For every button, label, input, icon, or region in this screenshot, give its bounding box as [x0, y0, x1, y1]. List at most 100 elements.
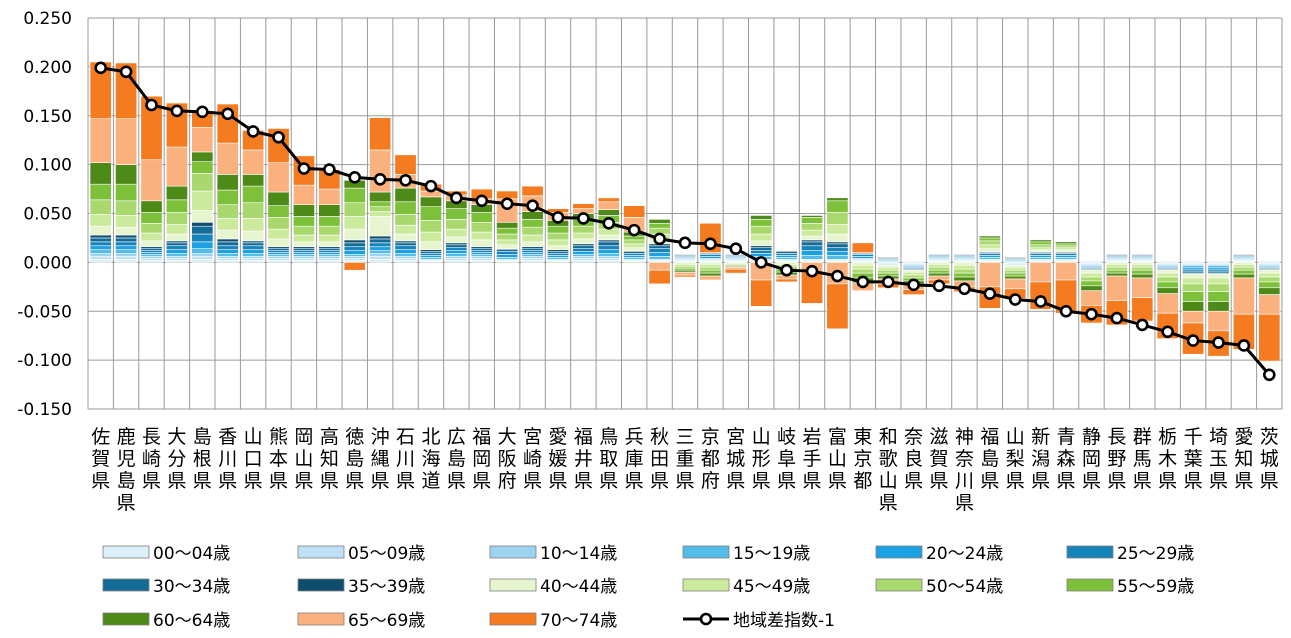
bar-segment [115, 259, 138, 263]
legend-swatch [102, 545, 150, 559]
legend-item: 65〜69歳 [297, 611, 425, 631]
bar-segment [572, 225, 595, 234]
bar-segment [623, 247, 646, 251]
bar-segment [165, 212, 188, 225]
bar-segment [318, 234, 341, 243]
bar-segment [394, 242, 417, 247]
line-point [805, 264, 819, 278]
bar-segment [191, 233, 214, 243]
bar-segment [1105, 266, 1128, 271]
bar-segment [318, 216, 341, 227]
bar-segment [343, 202, 366, 217]
bar-segment [1207, 310, 1230, 332]
bar-segment [292, 234, 315, 243]
bar-segment [1004, 266, 1027, 271]
bar-segment [699, 266, 722, 271]
x-tick-label: 大阪府 [498, 426, 517, 492]
bar-segment [343, 246, 366, 251]
bar-segment [1080, 285, 1103, 292]
bar-segment [369, 201, 392, 207]
y-tick-label: 0.000 [23, 253, 72, 273]
x-tick-label: 群馬県 [1133, 426, 1152, 492]
bar-segment [191, 241, 214, 249]
legend-item: 55〜59歳 [1066, 577, 1194, 597]
bar-segment [851, 268, 874, 274]
bar-segment [369, 191, 392, 203]
bar-segment [1156, 293, 1179, 314]
bar-segment [1080, 280, 1103, 287]
bar-segment [115, 226, 138, 236]
bar-segment [953, 268, 976, 274]
bar-segment [140, 212, 163, 224]
bar-segment [572, 245, 595, 249]
bar-segment [140, 240, 163, 248]
bar-segment [369, 216, 392, 237]
bar-segment [165, 223, 188, 235]
bar-segment [674, 271, 696, 276]
bar-segment [699, 275, 722, 281]
bar-segment [1156, 269, 1179, 274]
legend-swatch [1066, 578, 1114, 592]
bar-segment [978, 240, 1001, 246]
bar-segment [140, 95, 163, 161]
line-point [424, 179, 438, 193]
bar-segment [877, 257, 900, 259]
bar-segment [902, 271, 925, 276]
x-tick-label: 宮城県 [726, 426, 745, 492]
bar-segment [369, 206, 392, 212]
y-tick-label: -0.100 [17, 351, 72, 371]
bar-segment [89, 241, 112, 247]
bar-segment [775, 250, 798, 252]
bar-segment [1258, 287, 1281, 295]
bar-segment [267, 228, 290, 240]
bar-segment [877, 269, 900, 274]
line-point [831, 269, 844, 283]
x-tick-label: 沖縄県 [371, 426, 390, 492]
bar-segment [394, 249, 417, 254]
line-point [373, 172, 387, 186]
bar-segment [521, 211, 544, 220]
legend-swatch [875, 578, 923, 592]
bar-segment [597, 197, 620, 203]
bar-segment [928, 272, 951, 277]
bar-segment [191, 256, 214, 260]
bar-segment [623, 239, 646, 245]
bar-segment [953, 262, 976, 266]
bar-segment [826, 212, 849, 225]
bar-segment [572, 238, 595, 245]
bar-segment [89, 259, 112, 263]
bar-segment [115, 245, 138, 250]
bar-segment [496, 254, 519, 258]
bar-segment [216, 249, 239, 254]
bar-segment [750, 225, 773, 235]
bar-segment [165, 199, 188, 213]
line-point [551, 211, 565, 224]
bar-segment [1156, 272, 1179, 278]
bar-segment [1156, 287, 1179, 294]
bar-segment [699, 272, 722, 277]
line-point [1110, 311, 1124, 325]
bar-segment [648, 248, 671, 253]
x-tick-label: 岡山県 [294, 426, 313, 492]
bar-segment [318, 188, 341, 206]
bar-segment [1055, 241, 1078, 245]
bar-segment [978, 244, 1001, 249]
bar-segment [801, 245, 823, 251]
bar-segment [1232, 264, 1255, 268]
line-point [170, 104, 184, 118]
bar-segment [89, 118, 112, 163]
line-point [94, 61, 108, 75]
legend-item: 40〜44歳 [489, 577, 617, 597]
bar-segment [953, 272, 976, 278]
legend-label: 35〜39歳 [348, 577, 425, 597]
bar-segment [394, 224, 417, 235]
y-tick-label: 0.100 [23, 156, 72, 176]
legend-swatch [297, 578, 345, 592]
y-tick-label: 0.250 [23, 9, 72, 29]
bar-segment [496, 233, 519, 241]
bar-segment [623, 243, 646, 249]
x-tick-label: 福井県 [574, 426, 593, 492]
line-point [577, 212, 590, 225]
bar-segment [572, 248, 595, 252]
bar-segment [1156, 281, 1179, 289]
